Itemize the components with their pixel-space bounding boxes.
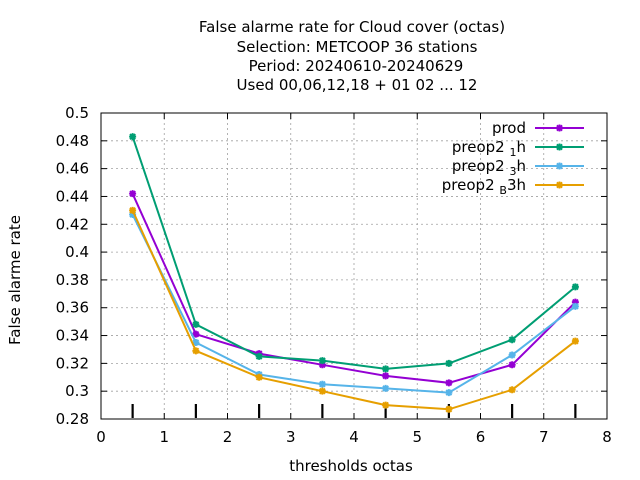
legend-label: preop2 1h <box>452 138 526 159</box>
series-line <box>131 136 577 370</box>
data-point <box>445 405 453 413</box>
data-point <box>571 283 579 291</box>
plot-frame <box>100 112 608 420</box>
data-point <box>382 384 390 392</box>
data-point <box>382 401 390 409</box>
legend-entry-2: preop2 3h <box>452 157 584 178</box>
data-point <box>192 330 200 338</box>
x-tick-label: 4 <box>349 428 359 446</box>
legend-swatch-marker <box>556 124 563 132</box>
data-point <box>571 298 579 306</box>
x-tick-label: 1 <box>159 428 169 446</box>
data-point <box>508 351 516 359</box>
data-point <box>508 336 516 344</box>
data-point <box>192 347 200 355</box>
chart-title-line-2: Selection: METCOOP 36 stations <box>237 38 478 56</box>
series-lines <box>129 133 579 413</box>
x-tick-label: 6 <box>476 428 486 446</box>
data-point <box>508 361 516 369</box>
x-tick-label: 7 <box>539 428 549 446</box>
y-tick-labels: 0.28 0.3 0.32 0.34 0.36 0.38 0.4 0.42 0.44 0.46 0.… <box>56 104 89 428</box>
data-point <box>508 386 516 394</box>
data-point <box>192 320 200 328</box>
series-2 <box>129 211 579 397</box>
legend-label: preop2 B3h <box>442 176 526 197</box>
data-point <box>318 380 326 388</box>
y-tick-label: 0.42 <box>56 215 89 233</box>
x-tick-label: 0 <box>96 428 106 446</box>
data-point <box>318 357 326 365</box>
data-point <box>192 339 200 346</box>
legend-swatch-marker <box>556 143 563 151</box>
y-tick-label: 0.34 <box>56 327 89 345</box>
legend-entry-0: prod <box>492 119 584 137</box>
data-point <box>255 373 263 381</box>
x-tick-labels: 0 1 2 3 4 5 6 7 8 <box>96 428 612 446</box>
chart-title-line-4: Used 00,06,12,18 + 01 02 ... 12 <box>237 76 478 94</box>
legend-label: prod <box>492 119 526 137</box>
y-tick-label: 0.38 <box>56 271 89 289</box>
data-point <box>129 133 137 141</box>
legend-swatch-marker <box>556 181 563 189</box>
data-point <box>382 372 390 380</box>
series-1 <box>129 133 579 373</box>
x-axis-label: thresholds octas <box>289 457 413 475</box>
y-axis-label: False alarme rate <box>6 215 24 345</box>
y-tick-label: 0.5 <box>65 104 89 122</box>
data-point <box>571 302 579 310</box>
y-tick-label: 0.44 <box>56 187 89 205</box>
data-point <box>255 352 263 360</box>
series-0 <box>129 190 579 387</box>
series-line <box>131 209 577 411</box>
data-point <box>129 211 137 219</box>
y-tick-label: 0.48 <box>56 132 89 150</box>
data-point <box>129 206 137 214</box>
chart-title-line-3: Period: 20240610-20240629 <box>249 57 464 75</box>
y-tick-label: 0.4 <box>65 243 89 261</box>
data-point <box>445 379 453 387</box>
x-tick-label: 3 <box>286 428 296 446</box>
data-point <box>318 361 326 369</box>
series-line <box>131 193 577 384</box>
y-tick-label: 0.3 <box>65 382 89 400</box>
series-3 <box>129 206 579 413</box>
y-tick-label: 0.36 <box>56 299 89 317</box>
y-tick-label: 0.28 <box>56 410 89 428</box>
data-point <box>445 389 453 397</box>
legend-swatch-marker <box>556 162 563 170</box>
legend-label: preop2 3h <box>452 157 526 178</box>
axis-ticks <box>100 112 608 420</box>
legend-entry-1: preop2 1h <box>452 138 584 159</box>
grid <box>101 113 607 419</box>
x-tick-label: 2 <box>223 428 233 446</box>
y-tick-label: 0.46 <box>56 160 89 178</box>
data-point <box>571 337 579 345</box>
data-point <box>318 387 326 395</box>
data-point <box>129 190 137 198</box>
series-line <box>131 214 577 394</box>
x-tick-label: 5 <box>412 428 422 446</box>
data-point <box>382 365 390 373</box>
data-point <box>445 359 453 367</box>
y-tick-label: 0.32 <box>56 354 89 372</box>
x-tick-label: 8 <box>602 428 612 446</box>
legend-entry-3: preop2 B3h <box>442 176 584 197</box>
chart-title-line-1: False alarme rate for Cloud cover (octas… <box>199 18 505 36</box>
